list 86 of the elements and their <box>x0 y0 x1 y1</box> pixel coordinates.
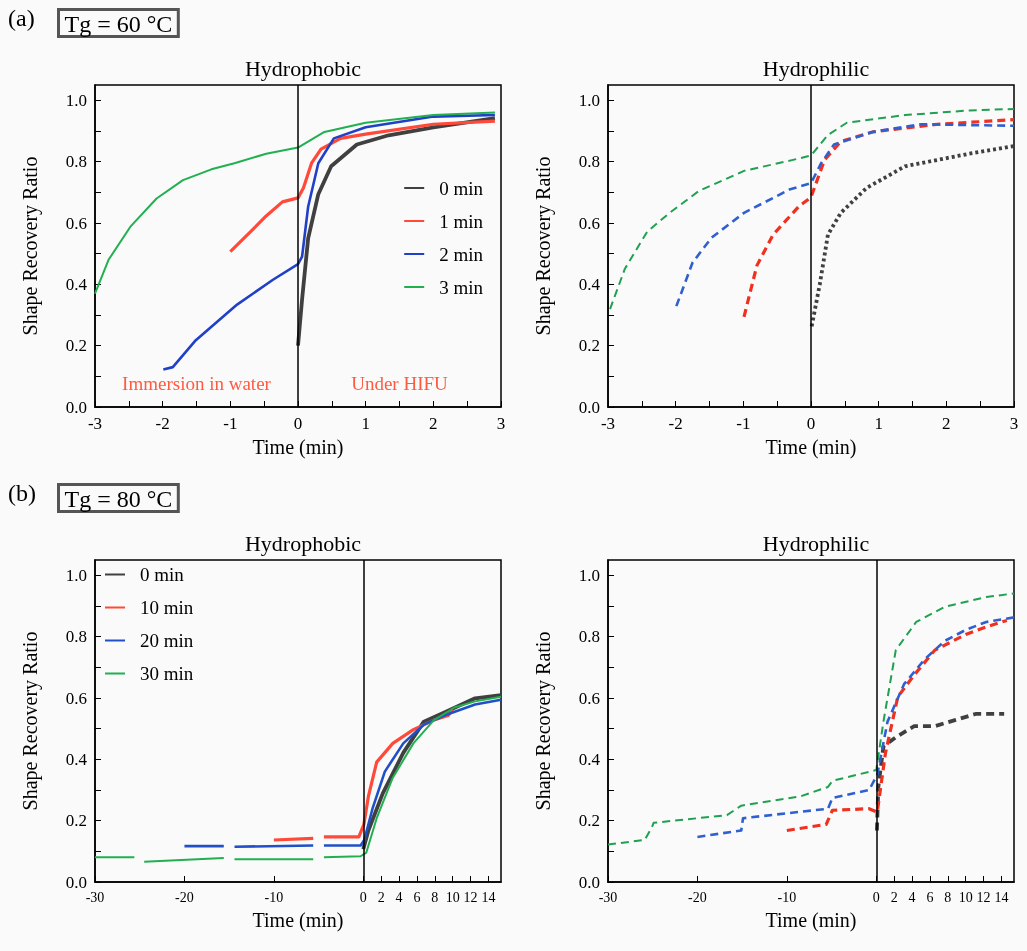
legend-label: 0 min <box>140 564 185 585</box>
legend-label: 2 min <box>439 243 484 265</box>
y-tick-label: 0.6 <box>65 213 87 233</box>
x-tick-label: -10 <box>264 889 284 905</box>
x-tick-label: 2 <box>377 889 385 905</box>
x-tick-label: 0 <box>359 889 367 905</box>
x-tick-label: -3 <box>87 414 103 433</box>
y-axis-title: Shape Recovery Ratio <box>19 631 42 811</box>
y-tick-label: 0.0 <box>578 872 600 892</box>
x-tick-label: -10 <box>777 889 797 905</box>
x-tick-label: 1 <box>361 414 370 433</box>
x-tick-label: 0 <box>806 414 816 433</box>
y-tick-label: 0.8 <box>578 152 600 172</box>
y-tick-label: 1.0 <box>578 90 600 110</box>
y-tick-label: 0.4 <box>578 749 601 769</box>
x-tick-label: -1 <box>736 414 751 433</box>
x-tick-label: 8 <box>944 889 952 905</box>
legend-label: 30 min <box>140 663 194 684</box>
x-tick-label: -2 <box>668 414 683 433</box>
y-tick-label: 1.0 <box>65 565 87 585</box>
y-tick-label: 0.2 <box>65 336 87 356</box>
y-tick-label: 0.2 <box>65 811 87 831</box>
y-tick-label: 0.2 <box>578 336 600 356</box>
y-axis-title: Shape Recovery Ratio <box>19 156 42 336</box>
y-tick-label: 0.6 <box>65 688 87 708</box>
x-tick-label: 0 <box>872 889 880 905</box>
x-tick-label: 10 <box>958 889 973 905</box>
x-axis-title: Time (min) <box>252 909 344 932</box>
x-tick-label: 1 <box>874 414 883 433</box>
y-tick-label: 0.0 <box>578 397 600 417</box>
x-tick-label: 2 <box>942 414 951 433</box>
x-tick-label: -20 <box>175 889 194 905</box>
x-tick-label: -2 <box>155 414 170 433</box>
chart-title: Hydrophobic <box>244 55 362 81</box>
y-tick-label: 1.0 <box>65 90 87 110</box>
y-tick-label: 0.4 <box>65 749 88 769</box>
x-axis-title: Time (min) <box>252 435 344 459</box>
y-tick-label: 0.6 <box>578 688 600 708</box>
x-tick-label: -3 <box>600 414 616 433</box>
y-axis-title: Shape Recovery Ratio <box>532 156 555 336</box>
x-tick-label: 4 <box>908 889 916 905</box>
y-tick-label: 0.4 <box>578 274 601 294</box>
y-tick-label: 0.6 <box>578 213 600 233</box>
x-tick-label: 2 <box>890 889 898 905</box>
annotation: Immersion in water <box>122 372 272 394</box>
text: Tg = 80 °C <box>64 485 173 512</box>
text: (b) <box>8 480 36 506</box>
y-tick-label: 1.0 <box>578 565 600 585</box>
x-tick-label: 12 <box>976 889 991 905</box>
x-tick-label: 0 <box>293 414 303 433</box>
chart-title: Hydrophilic <box>762 530 870 556</box>
x-tick-label: 2 <box>429 414 438 433</box>
y-tick-label: 0.0 <box>65 397 87 417</box>
x-tick-label: 3 <box>496 414 506 433</box>
x-tick-label: 8 <box>431 889 439 905</box>
x-tick-label: -30 <box>598 889 618 905</box>
legend-label: 20 min <box>140 630 194 651</box>
x-tick-label: 6 <box>926 889 934 905</box>
chart-title: Hydrophilic <box>762 55 870 81</box>
y-tick-label: 0.8 <box>65 627 87 647</box>
y-tick-label: 0.0 <box>65 872 87 892</box>
text: Tg = 60 °C <box>64 10 173 37</box>
y-axis-title: Shape Recovery Ratio <box>532 631 555 811</box>
x-tick-label: 6 <box>413 889 421 905</box>
legend-label: 3 min <box>439 276 484 298</box>
legend-label: 1 min <box>439 210 484 232</box>
x-tick-label: 14 <box>481 889 496 905</box>
x-tick-label: 3 <box>1009 414 1019 433</box>
x-tick-label: 4 <box>395 889 403 905</box>
x-tick-label: 10 <box>445 889 460 905</box>
legend-label: 10 min <box>140 597 194 618</box>
x-axis-title: Time (min) <box>765 435 857 459</box>
x-tick-label: 14 <box>994 889 1009 905</box>
x-tick-label: -20 <box>688 889 707 905</box>
y-tick-label: 0.4 <box>65 274 88 294</box>
y-tick-label: 0.2 <box>578 811 600 831</box>
y-tick-label: 0.8 <box>65 152 87 172</box>
y-tick-label: 0.8 <box>578 627 600 647</box>
x-axis-title: Time (min) <box>765 909 857 932</box>
x-tick-label: 12 <box>463 889 478 905</box>
chart-title: Hydrophobic <box>244 530 362 556</box>
x-tick-label: -30 <box>85 889 105 905</box>
annotation: Under HIFU <box>351 372 449 394</box>
text: (a) <box>8 5 35 31</box>
legend-label: 0 min <box>439 177 484 199</box>
x-tick-label: -1 <box>223 414 238 433</box>
